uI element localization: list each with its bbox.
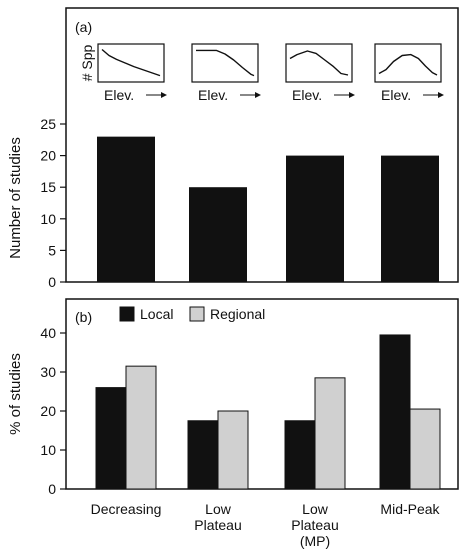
panel-b-y-tick-label: 10 bbox=[40, 442, 56, 458]
inset-x-label: Elev. bbox=[292, 87, 322, 103]
inset-arrow-head bbox=[349, 92, 355, 98]
category-label-line: Low bbox=[302, 501, 329, 517]
bar-regional-decreasing bbox=[125, 365, 157, 490]
panel-a-y-tick-label: 15 bbox=[40, 179, 56, 195]
legend-label: Local bbox=[140, 306, 173, 322]
panel-a-y-ticks: 0 5 10 15 20 25 bbox=[40, 116, 66, 290]
panel-b-y-tick-label: 20 bbox=[40, 403, 56, 419]
category-label-line: Plateau bbox=[194, 517, 241, 533]
panel-a-frame bbox=[65, 7, 459, 283]
bar-decreasing bbox=[97, 136, 155, 282]
category-label-decreasing: Decreasing bbox=[91, 501, 162, 517]
legend-item-local: Local bbox=[119, 306, 173, 322]
panel-a-y-axis-label: Number of studies bbox=[7, 137, 24, 259]
bar-local-decreasing bbox=[95, 387, 127, 490]
panel-a-y-tick-label: 5 bbox=[48, 242, 56, 258]
inset-x-label: Elev. bbox=[381, 87, 411, 103]
inset-y-label: # Spp bbox=[79, 44, 95, 81]
category-label-line: Plateau bbox=[291, 517, 338, 533]
panel-a-y-tick-label: 25 bbox=[40, 116, 56, 132]
category-labels: Decreasing LowPlateauLowPlateau(MP)Mid-Pe… bbox=[91, 501, 441, 549]
category-label-line: Low bbox=[205, 501, 232, 517]
inset-frame bbox=[285, 43, 353, 83]
legend-swatch bbox=[189, 306, 205, 322]
category-label-line: Decreasing bbox=[91, 501, 162, 517]
panel-a-bars bbox=[97, 136, 439, 282]
bar-mid-peak bbox=[381, 155, 439, 282]
inset-curve bbox=[378, 53, 438, 76]
panel-b-label: (b) bbox=[75, 309, 92, 325]
inset-curve bbox=[196, 49, 255, 77]
inset-curve bbox=[289, 50, 349, 76]
legend: Local Regional bbox=[119, 306, 265, 322]
inset-x-label: Elev. bbox=[198, 87, 228, 103]
bar-local-low-plateau-mp bbox=[284, 420, 316, 490]
bar-local-mid-peak bbox=[379, 334, 411, 490]
inset-arrow-head bbox=[438, 92, 444, 98]
inset-plots: Elev. # Spp Elev. Elev. Elev. bbox=[79, 43, 444, 103]
bar-regional-low-plateau bbox=[217, 410, 249, 490]
panel-a-y-tick-label: 0 bbox=[48, 274, 56, 290]
panel-a-y-tick-label: 10 bbox=[40, 211, 56, 227]
category-label-mid-peak: Mid-Peak bbox=[380, 501, 440, 517]
category-label-line: Mid-Peak bbox=[380, 501, 440, 517]
inset-low-plateau-mid-peak: Elev. bbox=[285, 43, 355, 103]
inset-low-plateau: Elev. bbox=[191, 43, 261, 103]
bar-regional-mid-peak bbox=[409, 408, 441, 490]
bar-local-low-plateau bbox=[187, 420, 219, 490]
panel-b-y-axis-label: % of studies bbox=[7, 353, 24, 435]
panel-b: (b) % of studies Local Regional 0 10 20 30 40… bbox=[7, 298, 459, 549]
panel-b-frame bbox=[65, 298, 459, 490]
inset-frame bbox=[97, 43, 165, 83]
inset-mid-peak: Elev. bbox=[374, 43, 444, 103]
inset-x-label: Elev. bbox=[104, 87, 134, 103]
bar-regional-low-plateau-mp bbox=[314, 377, 346, 490]
bar-low-plateau bbox=[189, 187, 247, 282]
panel-a-label: (a) bbox=[75, 19, 92, 35]
inset-decreasing: Elev. # Spp bbox=[79, 43, 167, 103]
panel-b-y-tick-label: 0 bbox=[48, 481, 56, 497]
legend-label: Regional bbox=[210, 306, 265, 322]
panel-a-y-tick-label: 20 bbox=[40, 148, 56, 164]
inset-curve bbox=[101, 48, 161, 77]
legend-swatch bbox=[119, 306, 135, 322]
panel-b-bars bbox=[95, 334, 441, 490]
bar-low-plateau-mp bbox=[286, 155, 344, 282]
inset-arrow-head bbox=[161, 92, 167, 98]
inset-frame bbox=[374, 43, 442, 83]
panel-b-y-tick-label: 40 bbox=[40, 325, 56, 341]
category-label-line: (MP) bbox=[300, 533, 330, 549]
legend-item-regional: Regional bbox=[189, 306, 265, 322]
panel-b-y-ticks: 0 10 20 30 40 bbox=[40, 325, 66, 497]
panel-b-y-tick-label: 30 bbox=[40, 364, 56, 380]
inset-arrow-head bbox=[255, 92, 261, 98]
